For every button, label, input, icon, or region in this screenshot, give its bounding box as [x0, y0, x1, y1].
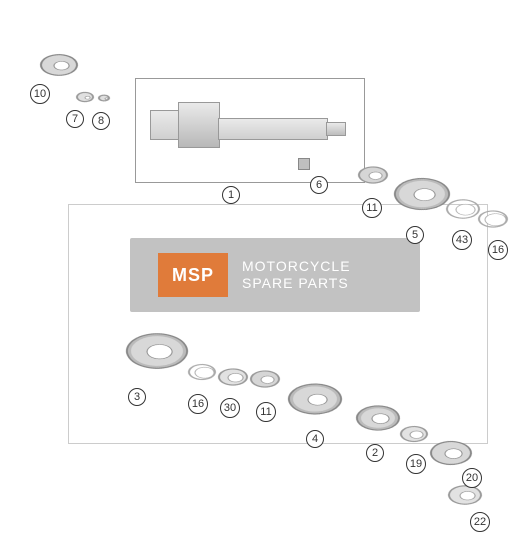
- watermark-line1: MOTORCYCLE: [242, 258, 351, 276]
- callout-11: 11: [362, 198, 382, 218]
- ring: [35, 51, 84, 79]
- ring: [96, 94, 111, 103]
- callout-16: 16: [188, 394, 208, 414]
- ring: [73, 90, 96, 103]
- callout-10: 10: [30, 84, 50, 104]
- callout-4: 4: [306, 430, 324, 448]
- parts-diagram: MSP MOTORCYCLE SPARE PARTS 1078161154316…: [0, 0, 531, 560]
- callout-2: 2: [366, 444, 384, 462]
- shaft-segment: [178, 102, 220, 148]
- callout-19: 19: [406, 454, 426, 474]
- callout-3: 3: [128, 388, 146, 406]
- ring: [443, 483, 487, 508]
- callout-6: 6: [310, 176, 328, 194]
- callout-43: 43: [452, 230, 472, 250]
- watermark-line2: SPARE PARTS: [242, 275, 351, 293]
- callout-7: 7: [66, 110, 84, 128]
- watermark-logo: MSP: [158, 253, 228, 297]
- callout-20: 20: [462, 468, 482, 488]
- watermark-text: MOTORCYCLE SPARE PARTS: [242, 258, 351, 293]
- watermark: MSP MOTORCYCLE SPARE PARTS: [130, 238, 420, 312]
- callout-5: 5: [406, 226, 424, 244]
- shaft-nut: [298, 158, 310, 170]
- callout-22: 22: [470, 512, 490, 532]
- callout-16: 16: [488, 240, 508, 260]
- callout-30: 30: [220, 398, 240, 418]
- shaft-segment: [218, 118, 328, 140]
- callout-11: 11: [256, 402, 276, 422]
- watermark-logo-text: MSP: [172, 265, 214, 286]
- callout-1: 1: [222, 186, 240, 204]
- shaft-segment: [150, 110, 180, 140]
- callout-8: 8: [92, 112, 110, 130]
- shaft-segment: [326, 122, 346, 136]
